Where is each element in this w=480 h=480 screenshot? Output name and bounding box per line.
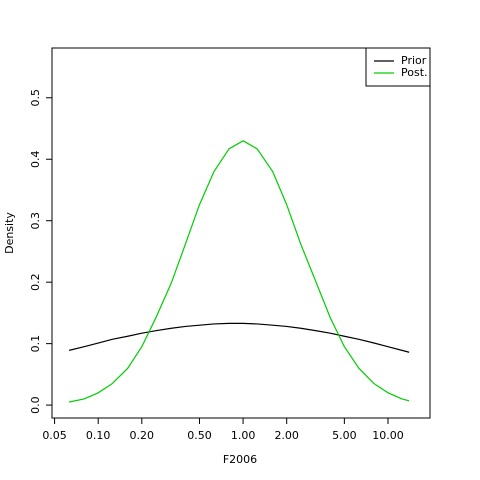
y-tick-label: 0.2 — [29, 273, 42, 291]
x-tick-label: 0.05 — [42, 429, 67, 442]
y-tick-label: 0.1 — [29, 335, 42, 353]
plot-frame — [51, 47, 431, 419]
y-tick-label: 0.0 — [29, 396, 42, 414]
y-tick-label: 0.3 — [29, 212, 42, 230]
series-line — [68, 322, 410, 353]
x-tick-label: 5.00 — [332, 429, 357, 442]
x-tick-label: 10.00 — [372, 429, 404, 442]
x-tick-label: 0.50 — [187, 429, 212, 442]
x-tick-label: 2.00 — [274, 429, 299, 442]
legend-label: Prior — [401, 54, 427, 67]
series-line — [68, 140, 410, 403]
x-tick-label: 1.00 — [231, 429, 256, 442]
x-tick-label: 0.10 — [86, 429, 111, 442]
legend-box — [365, 47, 431, 87]
y-tick-label: 0.4 — [29, 150, 42, 168]
x-tick-label: 0.20 — [130, 429, 155, 442]
y-axis-label: Density — [3, 212, 16, 254]
legend-label: Post. — [401, 66, 428, 79]
y-tick-label: 0.5 — [29, 89, 42, 107]
x-axis-label: F2006 — [223, 453, 257, 466]
